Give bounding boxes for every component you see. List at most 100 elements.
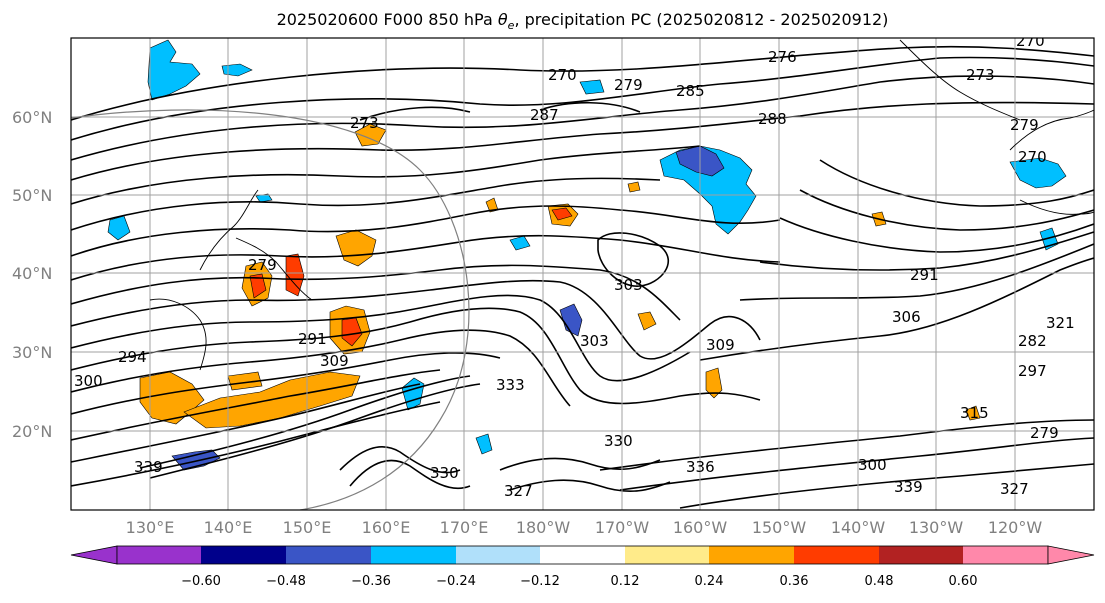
lon-label: 150°E (283, 518, 332, 537)
colorbar-tick-label: 0.12 (611, 574, 640, 589)
lat-label: 50°N (12, 186, 52, 205)
contour-line (539, 101, 641, 113)
positive-anomaly-region (705, 367, 723, 399)
contour-line (71, 145, 701, 205)
lat-label: 20°N (12, 422, 52, 441)
lon-label: 130°W (909, 518, 964, 537)
contour-label: 303 (614, 276, 643, 294)
positive-anomaly-region (354, 123, 387, 147)
colorbar-extend-min (70, 545, 118, 565)
positive-anomaly-region (965, 405, 981, 421)
lon-label: 170°W (595, 518, 650, 537)
negative-anomaly-region (509, 235, 531, 251)
contour-line (71, 279, 761, 360)
lon-label: 160°W (673, 518, 728, 537)
map-plot-area: 270 279 276 287 285 288 273 273 279 270 … (71, 38, 1094, 510)
latitude-labels: 60°N 50°N 40°N 30°N 20°N (12, 108, 52, 441)
contour-line (71, 75, 1094, 161)
contour-line (149, 383, 481, 479)
contour-line (71, 369, 441, 441)
colorbar-tick-label: −0.12 (520, 574, 560, 589)
contour-line (71, 352, 501, 415)
positive-anomaly-region (627, 181, 641, 193)
colorbar-tick-label: 0.48 (865, 574, 894, 589)
lon-label: 170°E (440, 518, 489, 537)
colorbar-bin (456, 546, 540, 564)
positive-anomaly-region (249, 273, 267, 299)
colorbar-bins (116, 545, 1049, 565)
negative-anomaly-region (579, 79, 605, 95)
contour-labels: 270 279 276 287 285 288 273 273 279 270 … (74, 38, 1075, 500)
contour-line (819, 159, 1094, 207)
colorbar-bin (625, 546, 709, 564)
contour-label: 330 (604, 432, 633, 450)
positive-anomaly-region (551, 207, 573, 221)
coastline (199, 189, 259, 271)
contour-label: 282 (1018, 332, 1047, 350)
contour-line (599, 419, 1094, 471)
negative-anomaly-region (475, 433, 493, 455)
colorbar-tick-label: 0.24 (695, 574, 724, 589)
contour-line (359, 106, 471, 121)
colorbar-bin (709, 546, 794, 564)
coastline (1019, 199, 1094, 215)
contour-label: 279 (1010, 116, 1039, 134)
contour-line (71, 101, 1094, 181)
colorbar-bin (540, 546, 625, 564)
contour-label: 339 (894, 478, 923, 496)
contour-label: 288 (758, 110, 787, 128)
contour-label: 291 (910, 266, 939, 284)
contour-line (509, 479, 671, 492)
contour-line (799, 189, 1094, 231)
contour-label: 321 (1046, 314, 1075, 332)
lon-label: 130°E (126, 518, 175, 537)
contour-label: 330 (430, 464, 459, 482)
contour-label: 273 (966, 66, 995, 84)
contour-line (349, 459, 471, 490)
contour-label: 309 (320, 352, 349, 370)
contour-line (339, 446, 461, 474)
contour-label: 279 (1030, 424, 1059, 442)
lon-label: 150°W (752, 518, 807, 537)
title-symbol: θ (497, 10, 508, 29)
positive-anomaly-region (285, 253, 305, 297)
lon-label: 140°W (831, 518, 886, 537)
contour-label: 297 (1018, 362, 1047, 380)
contour-label: 287 (530, 106, 559, 124)
colorbar-bin (201, 546, 286, 564)
colorbar-bin (794, 546, 879, 564)
coastline (149, 298, 207, 371)
contour-line (71, 45, 1094, 121)
coastline (235, 237, 313, 301)
contour-label: 327 (504, 482, 533, 500)
contour-line (739, 243, 1094, 301)
contour-label: 273 (350, 114, 379, 132)
coastline (1009, 109, 1094, 151)
contour-line (71, 294, 691, 382)
colorbar-bin (371, 546, 456, 564)
contour-line (779, 217, 1094, 253)
contour-label: 327 (1000, 480, 1029, 498)
lon-label: 140°E (204, 518, 253, 537)
positive-anomaly-region (227, 371, 263, 391)
colorbar: −0.60 −0.48 −0.36 −0.24 −0.12 0.12 0.24 … (70, 545, 1095, 589)
colorbar-ticks: −0.60 −0.48 −0.36 −0.24 −0.12 0.12 0.24 … (181, 574, 977, 589)
contour-label: 300 (858, 456, 887, 474)
longitude-labels: 130°E 140°E 150°E 160°E 170°E 180°W 170°… (126, 518, 1043, 537)
lon-label: 180°W (516, 518, 571, 537)
contour-label: 270 (1018, 148, 1047, 166)
colorbar-tick-label: −0.24 (436, 574, 476, 589)
title-suffix: , precipitation PC (2025020812 - 2025020… (514, 10, 889, 29)
contour-line (71, 56, 1094, 141)
contour-label: 270 (548, 66, 577, 84)
contour-line (619, 437, 1094, 491)
negative-anomaly-region (221, 63, 253, 77)
negative-anomaly-region (659, 145, 757, 235)
colorbar-tick-label: −0.36 (351, 574, 391, 589)
contour-line (699, 257, 1094, 361)
contour-label: 309 (706, 336, 735, 354)
contour-label: 315 (960, 404, 989, 422)
positive-anomaly-region (637, 311, 657, 331)
lat-label: 30°N (12, 343, 52, 362)
